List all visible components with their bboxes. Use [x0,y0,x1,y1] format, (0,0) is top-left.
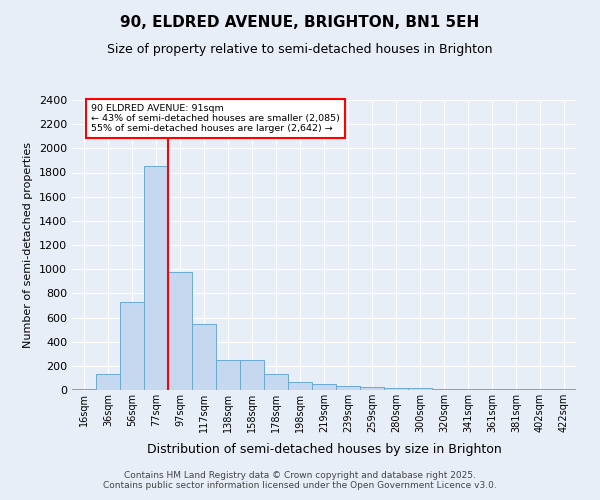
Bar [120,302,144,390]
Bar [168,272,192,390]
Text: Size of property relative to semi-detached houses in Brighton: Size of property relative to semi-detach… [107,42,493,56]
Bar [264,374,288,390]
Bar [408,388,432,390]
Text: 90, ELDRED AVENUE, BRIGHTON, BN1 5EH: 90, ELDRED AVENUE, BRIGHTON, BN1 5EH [121,15,479,30]
Bar [144,166,168,390]
Bar [336,386,360,390]
Bar [216,360,240,390]
Bar [312,384,336,390]
Text: 90 ELDRED AVENUE: 91sqm
← 43% of semi-detached houses are smaller (2,085)
55% of: 90 ELDRED AVENUE: 91sqm ← 43% of semi-de… [91,104,340,134]
Bar [72,389,96,390]
Bar [192,324,216,390]
Text: Contains HM Land Registry data © Crown copyright and database right 2025.
Contai: Contains HM Land Registry data © Crown c… [103,470,497,490]
Bar [240,360,264,390]
Bar [360,387,384,390]
Bar [384,388,408,390]
Bar [432,389,456,390]
Bar [288,382,312,390]
Bar [96,374,120,390]
X-axis label: Distribution of semi-detached houses by size in Brighton: Distribution of semi-detached houses by … [146,444,502,456]
Y-axis label: Number of semi-detached properties: Number of semi-detached properties [23,142,34,348]
